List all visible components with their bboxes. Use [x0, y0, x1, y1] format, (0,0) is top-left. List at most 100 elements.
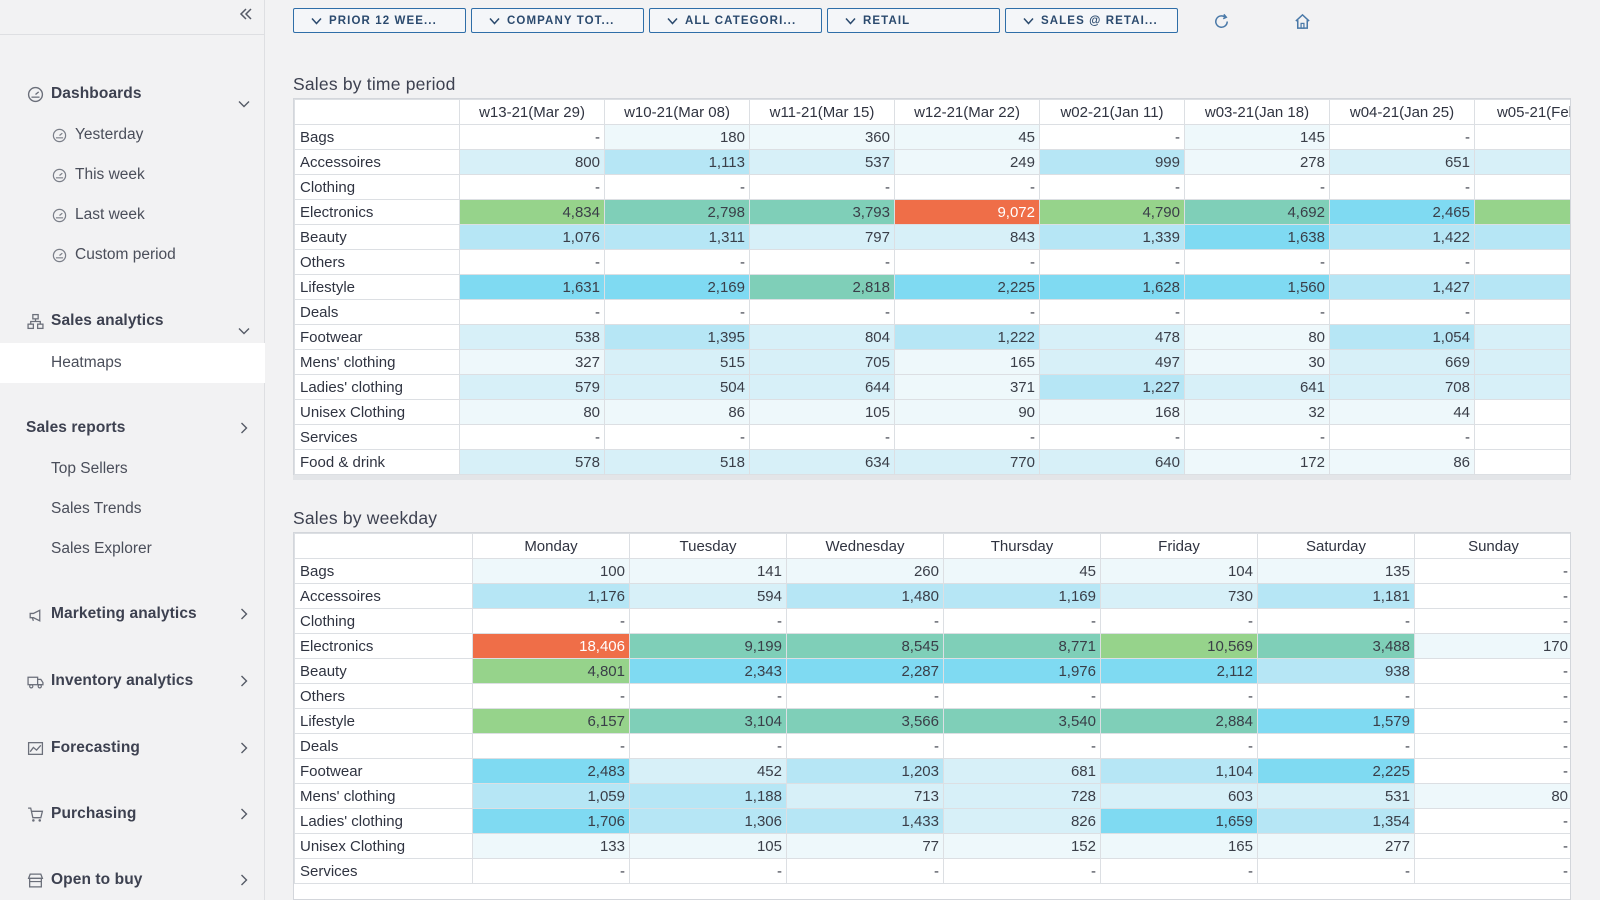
heatmap-cell[interactable]: 2,225: [894, 274, 1040, 300]
heatmap-cell[interactable]: -: [629, 733, 787, 759]
heatmap-cell[interactable]: 4: [1474, 199, 1570, 225]
heatmap-cell[interactable]: 9,072: [894, 199, 1040, 225]
heatmap-cell[interactable]: 1,631: [459, 274, 605, 300]
heatmap-cell[interactable]: 641: [1184, 374, 1330, 400]
heatmap-cell[interactable]: 497: [1039, 349, 1185, 375]
heatmap-cell[interactable]: -: [1184, 249, 1330, 275]
heatmap-cell[interactable]: 1,054: [1329, 324, 1475, 350]
heatmap-cell[interactable]: -: [943, 733, 1101, 759]
heatmap-cell[interactable]: 44: [1329, 399, 1475, 425]
heatmap-cell[interactable]: 1,181: [1257, 583, 1415, 609]
heatmap-cell[interactable]: [1474, 299, 1570, 325]
heatmap-cell[interactable]: 1,706: [472, 808, 630, 834]
heatmap-cell[interactable]: 730: [1100, 583, 1258, 609]
chevron-right-icon[interactable]: [238, 874, 250, 886]
heatmap-cell[interactable]: 2,343: [629, 658, 787, 684]
column-header[interactable]: w04-21(Jan 25): [1329, 99, 1475, 125]
heatmap-cell[interactable]: [1474, 399, 1570, 425]
heatmap-cell[interactable]: 32: [1184, 399, 1330, 425]
heatmap-cell[interactable]: [1474, 374, 1570, 400]
heatmap-cell[interactable]: 1,076: [459, 224, 605, 250]
heatmap-cell[interactable]: [1474, 449, 1570, 475]
heatmap-cell[interactable]: 168: [1039, 399, 1185, 425]
heatmap-cell[interactable]: 278: [1184, 149, 1330, 175]
sidebar-item-sales-trends[interactable]: Sales Trends: [0, 491, 265, 527]
heatmap-cell[interactable]: 1,427: [1329, 274, 1475, 300]
heatmap-cell[interactable]: -: [1100, 858, 1258, 884]
heatmap-cell[interactable]: 371: [894, 374, 1040, 400]
sidebar-item-this-week[interactable]: This week: [0, 157, 265, 193]
heatmap-cell[interactable]: 77: [786, 833, 944, 859]
heatmap-cell[interactable]: 2,287: [786, 658, 944, 684]
horizontal-scrollbar[interactable]: [293, 475, 1571, 480]
period-filter-dropdown[interactable]: PRIOR 12 WEE...: [293, 8, 466, 33]
heatmap-cell[interactable]: 8,545: [786, 633, 944, 659]
heatmap-cell[interactable]: -: [472, 608, 630, 634]
column-header[interactable]: Wednesday: [786, 533, 944, 559]
heatmap-cell[interactable]: -: [894, 424, 1040, 450]
heatmap-cell[interactable]: -: [894, 299, 1040, 325]
column-header[interactable]: w02-21(Jan 11): [1039, 99, 1185, 125]
heatmap-cell[interactable]: -: [1100, 683, 1258, 709]
chevron-right-icon[interactable]: [238, 675, 250, 687]
measure-filter-dropdown[interactable]: SALES @ RETAI...: [1005, 8, 1178, 33]
heatmap-cell[interactable]: 1,176: [472, 583, 630, 609]
heatmap-cell[interactable]: 1,169: [943, 583, 1101, 609]
heatmap-cell[interactable]: 2,798: [604, 199, 750, 225]
column-header[interactable]: Thursday: [943, 533, 1101, 559]
heatmap-cell[interactable]: 1,579: [1257, 708, 1415, 734]
heatmap-cell[interactable]: 634: [749, 449, 895, 475]
heatmap-cell[interactable]: -: [1184, 424, 1330, 450]
heatmap-cell[interactable]: 6,157: [472, 708, 630, 734]
heatmap-cell[interactable]: 1,433: [786, 808, 944, 834]
heatmap-cell[interactable]: 538: [459, 324, 605, 350]
heatmap-cell[interactable]: -: [1257, 858, 1415, 884]
heatmap-cell[interactable]: -: [894, 174, 1040, 200]
heatmap-cell[interactable]: 2,112: [1100, 658, 1258, 684]
heatmap-cell[interactable]: 1,059: [472, 783, 630, 809]
heatmap-cell[interactable]: 9,199: [629, 633, 787, 659]
column-header[interactable]: Monday: [472, 533, 630, 559]
sidebar-group-open-to-buy[interactable]: Open to buy: [0, 863, 265, 897]
chevron-right-icon[interactable]: [238, 422, 250, 434]
heatmap-cell[interactable]: 2,465: [1329, 199, 1475, 225]
heatmap-cell[interactable]: 669: [1329, 349, 1475, 375]
heatmap-cell[interactable]: 1,306: [629, 808, 787, 834]
heatmap-cell[interactable]: -: [1414, 858, 1570, 884]
heatmap-cell[interactable]: 80: [1184, 324, 1330, 350]
heatmap-cell[interactable]: 603: [1100, 783, 1258, 809]
heatmap-cell[interactable]: 180: [604, 124, 750, 150]
heatmap-cell[interactable]: -: [459, 424, 605, 450]
heatmap-cell[interactable]: -: [1257, 683, 1415, 709]
heatmap-cell[interactable]: -: [1414, 558, 1570, 584]
heatmap-cell[interactable]: [1474, 249, 1570, 275]
heatmap-cell[interactable]: 277: [1257, 833, 1415, 859]
heatmap-cell[interactable]: 100: [472, 558, 630, 584]
heatmap-cell[interactable]: -: [1414, 808, 1570, 834]
sidebar-item-last-week[interactable]: Last week: [0, 197, 265, 233]
heatmap-cell[interactable]: 804: [749, 324, 895, 350]
heatmap-cell[interactable]: -: [786, 608, 944, 634]
column-header[interactable]: w13-21(Mar 29): [459, 99, 605, 125]
heatmap-cell[interactable]: -: [604, 299, 750, 325]
collapse-sidebar-icon[interactable]: [238, 6, 254, 22]
sidebar-group-sales-reports[interactable]: Sales reports: [0, 411, 265, 445]
heatmap-cell[interactable]: 999: [1039, 149, 1185, 175]
heatmap-cell[interactable]: -: [1414, 683, 1570, 709]
column-header[interactable]: w12-21(Mar 22): [894, 99, 1040, 125]
heatmap-cell[interactable]: 2,884: [1100, 708, 1258, 734]
heatmap-cell[interactable]: 360: [749, 124, 895, 150]
heatmap-cell[interactable]: -: [1329, 299, 1475, 325]
sidebar-group-marketing-analytics[interactable]: Marketing analytics: [0, 597, 265, 631]
heatmap-cell[interactable]: 1,113: [604, 149, 750, 175]
heatmap-cell[interactable]: 531: [1257, 783, 1415, 809]
heatmap-cell[interactable]: -: [472, 858, 630, 884]
heatmap-cell[interactable]: -: [629, 608, 787, 634]
heatmap-cell[interactable]: [1474, 224, 1570, 250]
heatmap-cell[interactable]: 826: [943, 808, 1101, 834]
column-header[interactable]: Friday: [1100, 533, 1258, 559]
sidebar-group-forecasting[interactable]: Forecasting: [0, 731, 265, 765]
heatmap-cell[interactable]: -: [943, 858, 1101, 884]
sidebar-item-top-sellers[interactable]: Top Sellers: [0, 451, 265, 487]
heatmap-cell[interactable]: 478: [1039, 324, 1185, 350]
